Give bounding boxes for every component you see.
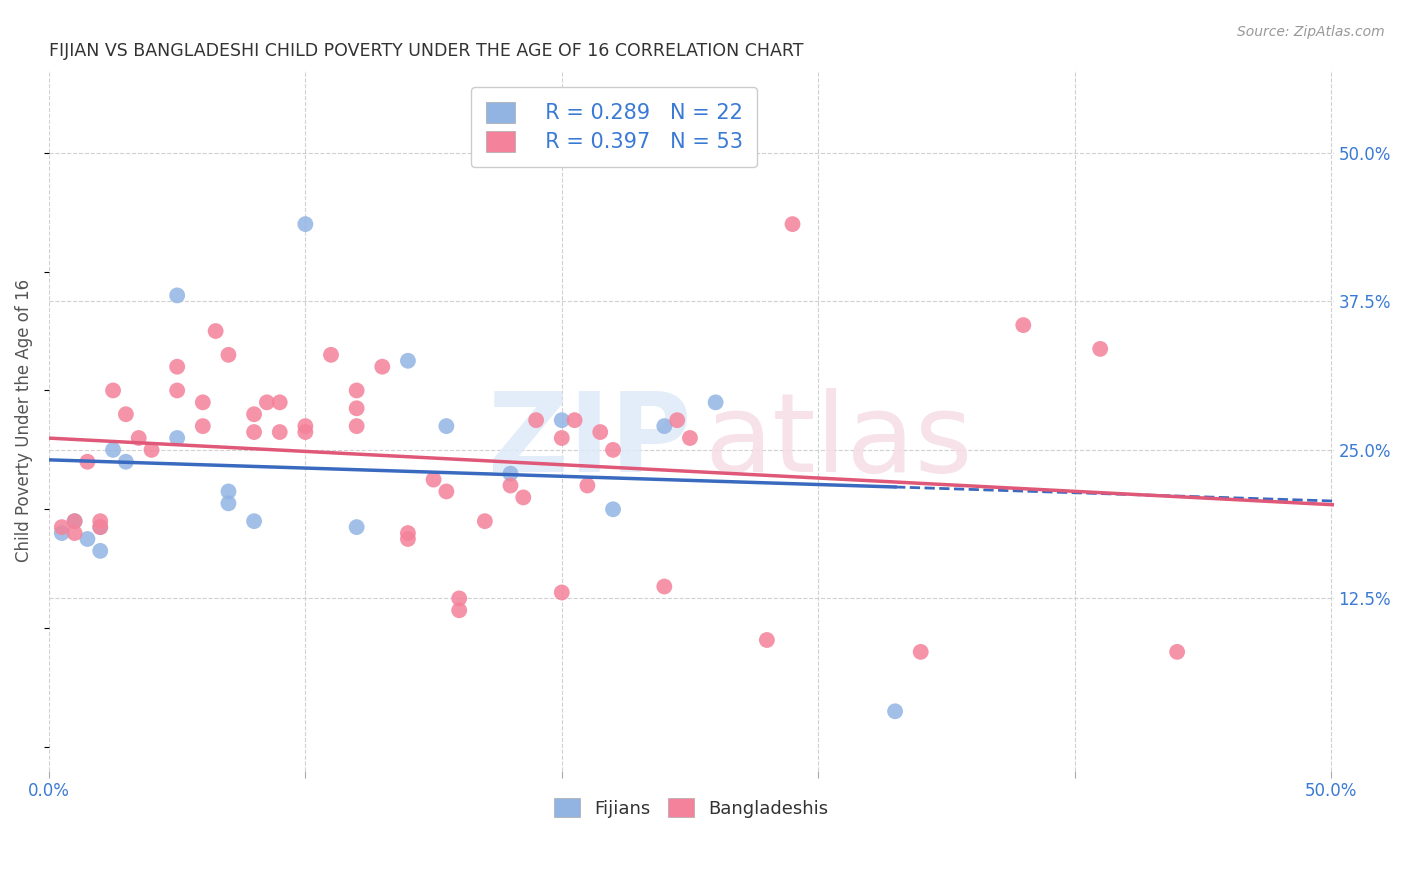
- Point: [256, 395, 278, 409]
- Point: [346, 401, 368, 416]
- Point: [679, 431, 702, 445]
- Point: [666, 413, 689, 427]
- Point: [63, 514, 86, 528]
- Point: [652, 419, 675, 434]
- Point: [89, 520, 111, 534]
- Point: [294, 419, 316, 434]
- Point: [346, 384, 368, 398]
- Point: [564, 413, 586, 427]
- Point: [243, 514, 266, 528]
- Point: [294, 217, 316, 231]
- Point: [128, 431, 150, 445]
- Point: [89, 520, 111, 534]
- Point: [243, 425, 266, 439]
- Point: [434, 419, 457, 434]
- Point: [449, 603, 471, 617]
- Point: [512, 491, 534, 505]
- Point: [1088, 342, 1111, 356]
- Point: [269, 425, 291, 439]
- Point: [191, 395, 214, 409]
- Point: [166, 384, 188, 398]
- Point: [166, 359, 188, 374]
- Point: [89, 544, 111, 558]
- Point: [115, 455, 138, 469]
- Point: [63, 526, 86, 541]
- Point: [755, 632, 778, 647]
- Point: [422, 473, 444, 487]
- Point: [191, 419, 214, 434]
- Point: [319, 348, 342, 362]
- Point: [346, 419, 368, 434]
- Point: [101, 384, 124, 398]
- Point: [434, 484, 457, 499]
- Point: [884, 704, 907, 718]
- Point: [1012, 318, 1035, 332]
- Point: [269, 395, 291, 409]
- Point: [51, 526, 73, 541]
- Point: [63, 514, 86, 528]
- Point: [652, 580, 675, 594]
- Text: ZIP: ZIP: [488, 388, 692, 495]
- Point: [371, 359, 394, 374]
- Point: [782, 217, 804, 231]
- Y-axis label: Child Poverty Under the Age of 16: Child Poverty Under the Age of 16: [15, 278, 32, 562]
- Point: [204, 324, 226, 338]
- Point: [474, 514, 496, 528]
- Point: [589, 425, 612, 439]
- Point: [704, 395, 727, 409]
- Point: [396, 353, 419, 368]
- Point: [76, 532, 98, 546]
- Point: [449, 591, 471, 606]
- Legend: Fijians, Bangladeshis: Fijians, Bangladeshis: [547, 791, 835, 825]
- Point: [576, 478, 599, 492]
- Point: [243, 407, 266, 421]
- Point: [551, 413, 574, 427]
- Point: [551, 585, 574, 599]
- Point: [1166, 645, 1188, 659]
- Point: [89, 514, 111, 528]
- Point: [166, 431, 188, 445]
- Point: [396, 532, 419, 546]
- Point: [217, 348, 239, 362]
- Text: Source: ZipAtlas.com: Source: ZipAtlas.com: [1237, 25, 1385, 39]
- Point: [51, 520, 73, 534]
- Point: [101, 442, 124, 457]
- Point: [217, 496, 239, 510]
- Point: [294, 425, 316, 439]
- Point: [602, 442, 624, 457]
- Point: [217, 484, 239, 499]
- Point: [76, 455, 98, 469]
- Point: [396, 526, 419, 541]
- Point: [499, 478, 522, 492]
- Point: [141, 442, 163, 457]
- Text: atlas: atlas: [704, 388, 973, 495]
- Point: [166, 288, 188, 302]
- Point: [115, 407, 138, 421]
- Point: [602, 502, 624, 516]
- Point: [346, 520, 368, 534]
- Point: [551, 431, 574, 445]
- Point: [524, 413, 547, 427]
- Point: [499, 467, 522, 481]
- Point: [910, 645, 932, 659]
- Text: FIJIAN VS BANGLADESHI CHILD POVERTY UNDER THE AGE OF 16 CORRELATION CHART: FIJIAN VS BANGLADESHI CHILD POVERTY UNDE…: [49, 42, 803, 60]
